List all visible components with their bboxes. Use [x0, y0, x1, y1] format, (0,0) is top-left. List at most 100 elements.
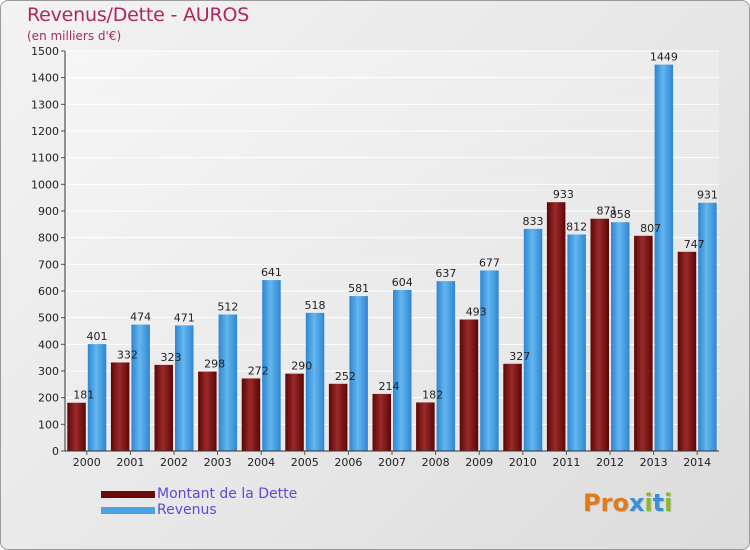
data-label-debt: 747 — [684, 238, 705, 251]
bar-debt — [590, 218, 609, 451]
y-tick-label: 600 — [38, 285, 59, 298]
data-label-revenus: 518 — [305, 299, 326, 312]
x-tick-label: 2013 — [640, 456, 668, 469]
data-label-revenus: 812 — [566, 220, 587, 233]
data-label-debt: 871 — [597, 205, 618, 218]
x-tick-label: 2009 — [465, 456, 493, 469]
logo-letter: t — [652, 489, 665, 517]
bar-debt — [634, 235, 653, 451]
data-label-revenus: 512 — [217, 300, 238, 313]
bar-debt — [198, 371, 217, 451]
bar-revenus — [393, 289, 412, 451]
x-tick-label: 2002 — [160, 456, 188, 469]
bar-debt — [459, 319, 479, 451]
data-label-revenus: 641 — [261, 266, 282, 279]
data-label-debt: 272 — [248, 364, 269, 377]
data-label-debt: 332 — [117, 348, 138, 361]
data-label-revenus: 581 — [348, 282, 369, 295]
data-label-revenus: 474 — [130, 311, 151, 324]
bar-revenus — [218, 314, 238, 451]
bar-revenus — [436, 281, 456, 451]
x-tick-label: 2012 — [596, 456, 624, 469]
data-label-revenus: 637 — [435, 267, 456, 280]
data-label-debt: 327 — [509, 350, 530, 363]
x-tick-label: 2008 — [422, 456, 450, 469]
data-label-revenus: 471 — [174, 311, 195, 324]
x-tick-label: 2001 — [116, 456, 144, 469]
logo-letter: o — [612, 489, 629, 517]
logo-letter: x — [628, 489, 645, 517]
bar-debt — [328, 383, 348, 451]
bar-debt — [372, 393, 391, 451]
bar-revenus — [611, 222, 630, 451]
data-label-debt: 252 — [335, 370, 356, 383]
bar-revenus — [480, 270, 499, 451]
x-tick-label: 2010 — [509, 456, 537, 469]
data-label-debt: 181 — [73, 389, 94, 402]
data-label-revenus: 401 — [87, 330, 108, 343]
bar-revenus — [175, 325, 194, 451]
bar-revenus — [349, 296, 368, 451]
y-tick-label: 800 — [38, 232, 59, 245]
bar-debt — [110, 362, 130, 451]
data-label-revenus: 1449 — [650, 51, 678, 64]
y-tick-label: 0 — [52, 445, 59, 458]
y-tick-label: 300 — [38, 365, 59, 378]
bar-debt — [546, 202, 566, 451]
x-tick-label: 2004 — [247, 456, 275, 469]
bar-revenus — [131, 324, 150, 451]
bar-debt — [503, 363, 522, 451]
bar-revenus — [262, 280, 281, 451]
bar-revenus — [567, 234, 586, 451]
plot-area — [65, 51, 719, 451]
y-tick-label: 1300 — [31, 98, 59, 111]
legend-label-revenus: Revenus — [157, 502, 217, 518]
bar-debt — [285, 373, 304, 451]
data-label-debt: 933 — [553, 188, 574, 201]
chart-subtitle: (en milliers d'€) — [27, 29, 122, 43]
bar-revenus — [87, 344, 107, 451]
x-tick-label: 2000 — [73, 456, 101, 469]
y-tick-label: 1500 — [31, 45, 59, 58]
y-tick-label: 1000 — [31, 178, 59, 191]
data-label-debt: 493 — [466, 306, 487, 319]
bar-revenus — [523, 228, 543, 451]
data-label-revenus: 604 — [392, 276, 413, 289]
x-tick-label: 2014 — [683, 456, 711, 469]
bar-revenus — [654, 64, 674, 451]
x-tick-label: 2003 — [204, 456, 232, 469]
legend-swatch-debt — [101, 491, 155, 498]
data-label-revenus: 858 — [610, 208, 631, 221]
y-tick-label: 700 — [38, 258, 59, 271]
x-tick-label: 2007 — [378, 456, 406, 469]
bar-revenus — [698, 202, 717, 451]
data-label-debt: 182 — [422, 388, 443, 401]
legend-label-debt: Montant de la Dette — [157, 486, 298, 502]
bar-revenus — [305, 312, 325, 451]
data-label-revenus: 833 — [523, 215, 544, 228]
y-tick-label: 500 — [38, 312, 59, 325]
data-label-debt: 214 — [379, 380, 400, 393]
logo-letter: r — [600, 489, 613, 517]
bar-debt — [67, 402, 86, 451]
logo-letter: i — [664, 489, 673, 517]
bar-debt — [416, 402, 435, 451]
y-tick-label: 1100 — [31, 152, 59, 165]
logo-letter: i — [644, 489, 653, 517]
chart-title: Revenus/Dette - AUROS — [27, 4, 250, 26]
data-label-debt: 290 — [291, 360, 312, 373]
x-tick-label: 2005 — [291, 456, 319, 469]
y-tick-label: 1400 — [31, 72, 59, 85]
data-label-debt: 807 — [640, 222, 661, 235]
y-tick-label: 200 — [38, 392, 59, 405]
proxiti-logo: Proxiti — [583, 489, 672, 517]
legend-swatch-revenus — [101, 507, 155, 514]
data-label-revenus: 677 — [479, 256, 500, 269]
data-label-revenus: 931 — [697, 189, 718, 202]
data-label-debt: 298 — [204, 358, 225, 371]
logo-letter: P — [583, 489, 601, 517]
y-tick-label: 400 — [38, 338, 59, 351]
bar-debt — [154, 364, 173, 451]
